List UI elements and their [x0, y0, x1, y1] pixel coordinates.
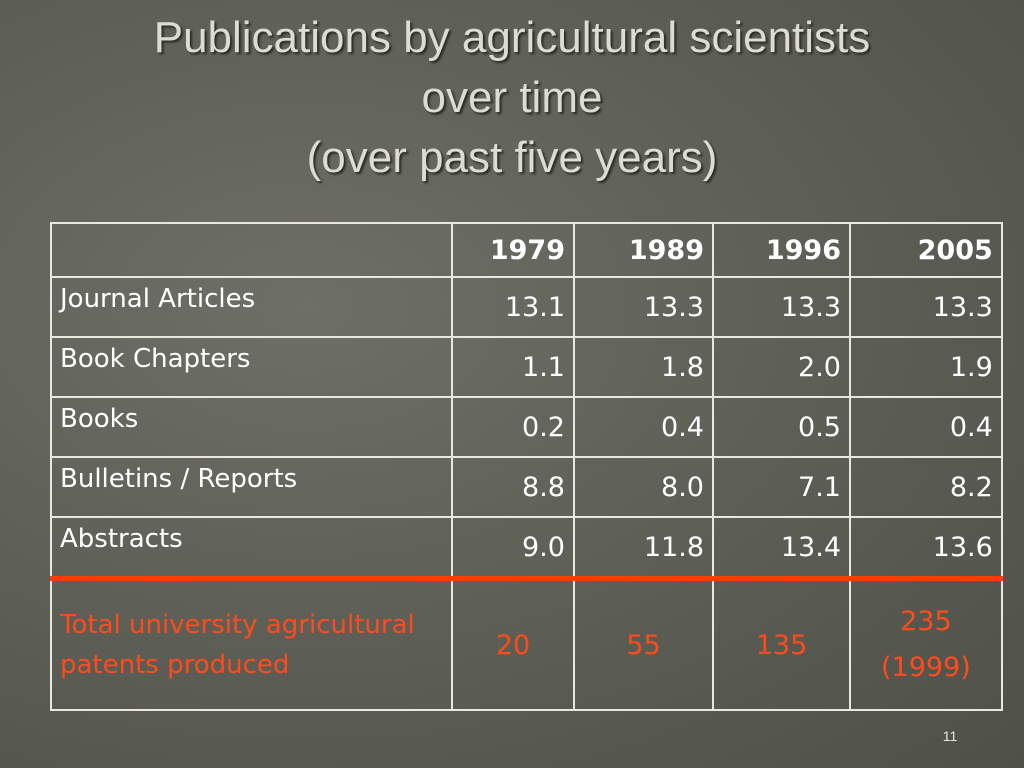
table-cell: 13.3: [573, 276, 714, 338]
table-row: Journal Articles 13.1 13.3 13.3 13.3: [50, 276, 1003, 338]
year-header: 1979: [451, 222, 575, 278]
table-cell: 0.5: [712, 396, 851, 458]
title-line: (over past five years): [306, 133, 718, 182]
table-row: Bulletins / Reports 8.8 8.0 7.1 8.2: [50, 456, 1003, 518]
slide-title: Publications by agricultural scientists o…: [0, 8, 1024, 188]
table-cell: 55: [573, 576, 714, 711]
year-header: 2005: [849, 222, 1003, 278]
table-cell: 1.8: [573, 336, 714, 398]
table-cell: 20: [451, 576, 575, 711]
header-row: 1979 1989 1996 2005: [50, 222, 1003, 278]
table-cell: 13.1: [451, 276, 575, 338]
table-cell: 235 (1999): [849, 576, 1003, 711]
table-cell: 8.0: [573, 456, 714, 518]
table-cell: 13.3: [849, 276, 1003, 338]
publications-table: 1979 1989 1996 2005 Journal Articles 13.1 13.…: [50, 222, 1003, 711]
row-label: Book Chapters: [50, 336, 453, 398]
row-label: Total university agricultural patents pr…: [50, 576, 453, 711]
table-cell: 0.4: [573, 396, 714, 458]
page-number: 11: [942, 728, 958, 744]
table-cell: 0.2: [451, 396, 575, 458]
row-label: Books: [50, 396, 453, 458]
total-row: Total university agricultural patents pr…: [50, 576, 1003, 711]
table-row: Books 0.2 0.4 0.5 0.4: [50, 396, 1003, 458]
table-cell: 2.0: [712, 336, 851, 398]
table-body: Journal Articles 13.1 13.3 13.3 13.3 Book Cha…: [50, 276, 1003, 711]
table-cell: 13.6: [849, 516, 1003, 580]
year-header: 1989: [573, 222, 714, 278]
table-cell: 13.3: [712, 276, 851, 338]
table-cell: 0.4: [849, 396, 1003, 458]
row-label: Bulletins / Reports: [50, 456, 453, 518]
table-cell: 8.8: [451, 456, 575, 518]
title-line: over time: [421, 73, 603, 122]
table-cell: 1.9: [849, 336, 1003, 398]
table-cell: 1.1: [451, 336, 575, 398]
title-line: Publications by agricultural scientists: [153, 13, 871, 62]
table-cell: 8.2: [849, 456, 1003, 518]
table-cell: 11.8: [573, 516, 714, 580]
row-label: Journal Articles: [50, 276, 453, 338]
table-cell: 135: [712, 576, 851, 711]
table-cell: 9.0: [451, 516, 575, 580]
year-header: 1996: [712, 222, 851, 278]
table-cell: 7.1: [712, 456, 851, 518]
table-cell: 13.4: [712, 516, 851, 580]
table-row: Book Chapters 1.1 1.8 2.0 1.9: [50, 336, 1003, 398]
row-label: Abstracts: [50, 516, 453, 580]
table-row: Abstracts 9.0 11.8 13.4 13.6: [50, 516, 1003, 580]
empty-header-cell: [50, 222, 453, 278]
